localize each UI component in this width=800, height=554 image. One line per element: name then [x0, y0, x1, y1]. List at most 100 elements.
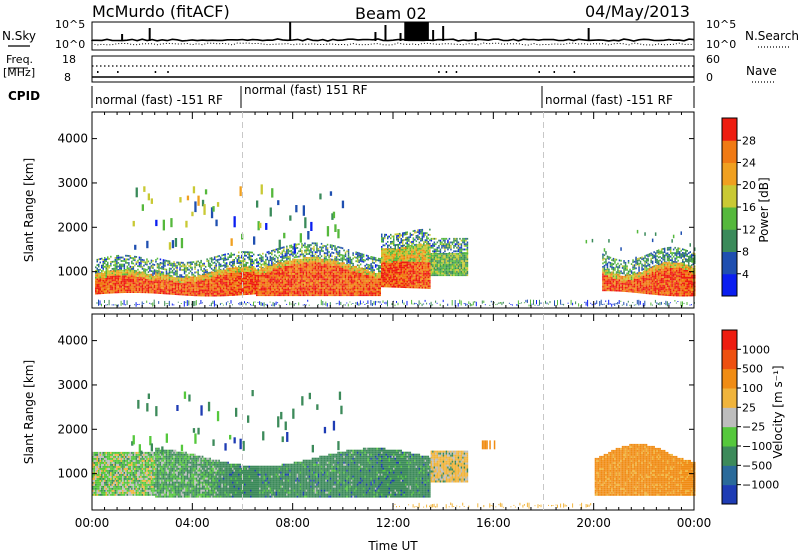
power-cell: [284, 290, 287, 293]
power-cell: [334, 265, 336, 268]
power-cell: [188, 292, 190, 295]
power-cell: [359, 285, 362, 288]
power-cell: [170, 287, 172, 290]
power-cell: [225, 294, 228, 297]
power-cell: [134, 291, 136, 293]
power-cell: [224, 271, 226, 274]
power-cell: [399, 286, 401, 288]
power-cell: [314, 281, 317, 284]
power-cell: [171, 291, 174, 293]
power-cell: [399, 234, 401, 237]
power-cell: [387, 276, 389, 279]
power-cell: [304, 288, 306, 291]
power-cell: [378, 301, 379, 303]
power-cell: [391, 282, 393, 284]
power-cell: [314, 253, 317, 255]
power-cell: [349, 288, 351, 291]
power-cell: [305, 276, 308, 279]
cpid-panel: CPID normal (fast) -151 RF normal (fast)…: [8, 83, 695, 108]
power-cell: [406, 259, 408, 262]
power-cell: [96, 282, 98, 284]
power-cell: [378, 294, 380, 297]
power-cell: [319, 290, 321, 293]
power-cell: [376, 301, 378, 303]
power-cell: [302, 253, 305, 256]
power-cell: [385, 271, 387, 274]
power-cell: [403, 266, 405, 269]
power-cell: [188, 279, 190, 282]
power-cell: [122, 265, 124, 268]
power-cell: [393, 264, 395, 267]
power-cell: [116, 291, 118, 294]
power-cell: [338, 287, 341, 289]
power-cell: [289, 262, 291, 265]
power-cell: [269, 287, 272, 289]
power-cell: [170, 284, 172, 286]
power-cell: [224, 276, 226, 279]
power-cell: [238, 291, 240, 294]
power-cell: [147, 286, 150, 288]
power-cell: [129, 269, 132, 272]
power-cell: [420, 246, 422, 248]
power-cell: [170, 264, 172, 267]
power-cell: [423, 276, 425, 278]
power-cell: [331, 265, 333, 268]
power-cell: [397, 268, 399, 271]
power-cell: [396, 255, 398, 258]
power-cell: [293, 288, 296, 291]
power-cell: [272, 288, 275, 291]
power-cell: [200, 278, 202, 281]
power-cell: [362, 274, 365, 277]
power-cell: [322, 265, 324, 268]
power-cell: [299, 274, 302, 277]
power-cell: [230, 278, 232, 280]
power-cell: [420, 244, 422, 246]
power-cell: [290, 267, 293, 270]
power-cell: [212, 278, 214, 281]
power-cell: [101, 278, 103, 280]
power-cell: [373, 280, 375, 282]
power-cell: [332, 283, 335, 286]
power-cell: [116, 256, 118, 259]
power-cell: [153, 272, 156, 275]
power-cell: [173, 282, 175, 285]
power-cell: [113, 270, 115, 273]
power-cell: [256, 285, 258, 288]
power-cell: [325, 278, 327, 281]
power-cell: [343, 256, 345, 259]
power-cell: [409, 272, 412, 274]
power-cell: [131, 257, 133, 259]
power-cell: [280, 294, 282, 297]
power-cell: [245, 261, 247, 264]
power-cell: [347, 267, 350, 270]
power-cell: [156, 276, 159, 278]
power-cell: [338, 269, 341, 272]
power-cell: [307, 276, 309, 279]
power-cell: [150, 198, 153, 204]
power-cell: [373, 281, 375, 284]
power-cell: [108, 284, 111, 287]
power-cell: [329, 244, 332, 247]
power-cell: [289, 287, 291, 289]
power-cell: [102, 279, 104, 282]
power-cell: [289, 260, 291, 263]
power-cell: [301, 288, 303, 291]
power-cell: [141, 267, 144, 270]
power-cell: [368, 280, 371, 282]
power-cell: [233, 285, 235, 287]
power-cell: [269, 257, 272, 260]
power-cell: [225, 276, 228, 279]
power-cell: [186, 290, 189, 293]
power-cell: [253, 292, 255, 295]
power-cell: [394, 259, 396, 262]
power-cell: [364, 271, 366, 273]
power-cell: [328, 258, 330, 261]
power-cell: [140, 262, 142, 264]
power-cell: [236, 270, 238, 273]
power-cell: [341, 288, 344, 291]
power-cell: [250, 258, 252, 261]
power-cell: [244, 263, 246, 266]
power-cell: [281, 287, 284, 289]
power-cell: [397, 259, 399, 262]
power-cell: [150, 266, 153, 269]
